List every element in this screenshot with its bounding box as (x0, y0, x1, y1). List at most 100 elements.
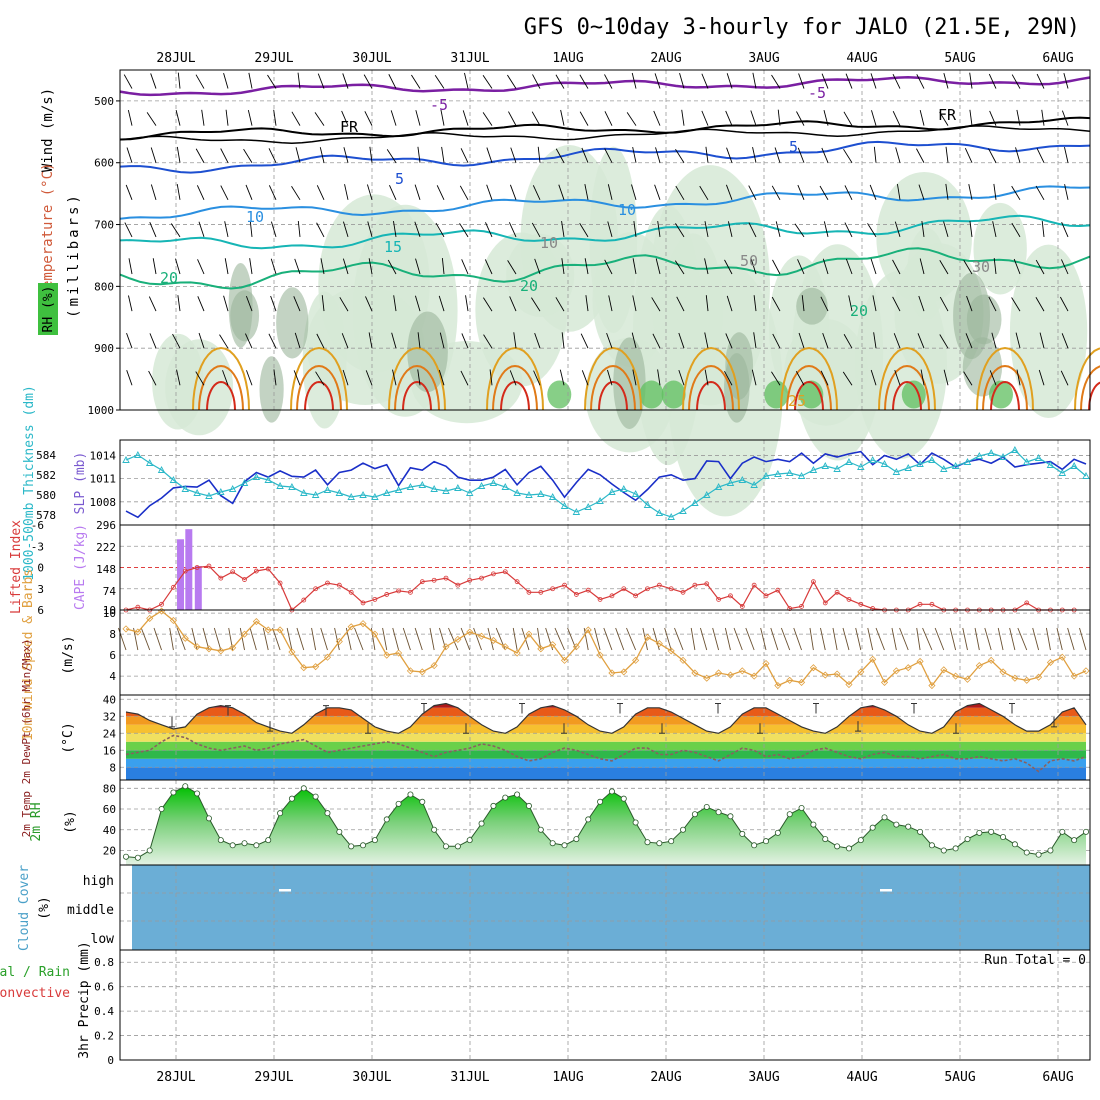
wind10-barb (567, 627, 577, 651)
wind-barb (771, 371, 781, 386)
wind10-barb (875, 627, 885, 651)
wind-barb (969, 109, 973, 126)
wind10-marker (454, 635, 462, 643)
cape-bar (177, 539, 185, 610)
rh-marker (917, 828, 924, 835)
wind10-barb (460, 627, 471, 651)
wind-barb (701, 110, 709, 126)
wind10-barb (239, 627, 245, 651)
warm-contour (794, 380, 824, 411)
wind-barb (317, 73, 325, 89)
lifted-index-marker (763, 593, 769, 599)
cape-tick-label: 148 (96, 563, 116, 576)
wind10-marker (726, 671, 735, 679)
wind-barb (195, 148, 205, 163)
wind10-marker (797, 678, 806, 686)
wind10-marker (572, 643, 580, 651)
wind-barb (774, 147, 781, 163)
wind-barb (436, 185, 445, 201)
wind-barb (197, 259, 205, 275)
lifted-index-marker (834, 589, 840, 595)
wind-barb (246, 370, 253, 386)
wind-barb (819, 185, 829, 201)
thickness-marker (868, 456, 877, 463)
thickness-marker (513, 489, 521, 496)
wind-barb (1041, 109, 1045, 126)
wind10-barb (626, 627, 637, 651)
wind-barb (369, 146, 373, 163)
run-total: Run Total = 0 (984, 953, 1086, 968)
lifted-index-marker (633, 593, 639, 599)
wind-barb (748, 222, 757, 238)
wind10-tick-label: 10 (103, 607, 116, 620)
wind-barb (845, 258, 853, 275)
lifted-index-marker (870, 606, 876, 611)
wind10-barb (793, 627, 802, 651)
thickness-marker (122, 456, 130, 463)
wind10-barb (809, 627, 814, 651)
wind-barb (943, 369, 949, 386)
wind-barb (508, 111, 517, 126)
thickness-marker (477, 482, 486, 489)
rh-marker (1059, 828, 1066, 835)
rh-marker (419, 798, 426, 805)
wind-barb (1035, 259, 1045, 275)
wind-barb (632, 146, 637, 163)
wind10-barb (832, 627, 838, 651)
lifted-index-marker (562, 582, 567, 588)
rh-tick-label: 80 (103, 782, 116, 795)
wind10-marker (525, 630, 533, 638)
warm-contour (682, 346, 740, 411)
wind-barb (247, 109, 253, 126)
wind10-barb (512, 627, 518, 651)
wind-barb (632, 369, 637, 386)
wind10-marker (1058, 653, 1066, 661)
wind-barb (873, 146, 877, 163)
rh-marker (336, 828, 343, 835)
wind-barb (558, 184, 565, 200)
wind-barb (483, 334, 493, 349)
date-label-top: 28JUL (156, 51, 195, 66)
wind-barb (892, 259, 901, 275)
wind-barb (989, 370, 997, 386)
chart-title: GFS 0~10day 3-hourly for JALO (21.5E, 29… (524, 15, 1080, 40)
rh-shade-mid (796, 287, 828, 325)
rh-shade (506, 233, 575, 317)
thickness-tick-label: 578 (36, 509, 56, 522)
rh-marker (324, 810, 331, 817)
cloud-cover-panel: high middle low (67, 864, 1091, 951)
wind-barb (248, 72, 253, 89)
wind10-barb (1056, 627, 1063, 651)
thickness-marker (406, 483, 415, 490)
date-label-top: 3AUG (748, 51, 779, 66)
thickness-marker (691, 499, 699, 506)
thickness-marker (750, 481, 758, 488)
wind-barb (441, 258, 445, 275)
wind10-barb (615, 627, 625, 651)
lifted-index-marker (301, 597, 307, 603)
wind-barb (220, 185, 229, 201)
lifted-index-marker (348, 589, 354, 595)
wind10-marker (952, 672, 960, 680)
wind-barb (560, 109, 565, 126)
wind-barb (993, 183, 997, 200)
contour-label: 10 (540, 234, 558, 252)
wind10-barb (213, 627, 222, 651)
rh-tick-label: 60 (103, 803, 116, 816)
wind10-barb (249, 627, 257, 651)
wind-barb (150, 73, 157, 89)
lifted-index-marker (573, 592, 579, 597)
wind10-marker (880, 678, 889, 686)
rh-marker (170, 789, 177, 796)
wind10-barb (664, 627, 672, 651)
wind10-marker (679, 656, 687, 664)
wind10-marker (987, 656, 995, 664)
cloud-mark (880, 889, 892, 892)
wind-barb (365, 296, 373, 312)
wind10-tick-label: 8 (109, 628, 116, 641)
lifted-index-marker (171, 584, 176, 590)
wind-barb (532, 74, 541, 89)
wind-barb (1064, 147, 1069, 163)
wind10-marker (549, 641, 557, 649)
lifted-index-line (125, 565, 1075, 611)
